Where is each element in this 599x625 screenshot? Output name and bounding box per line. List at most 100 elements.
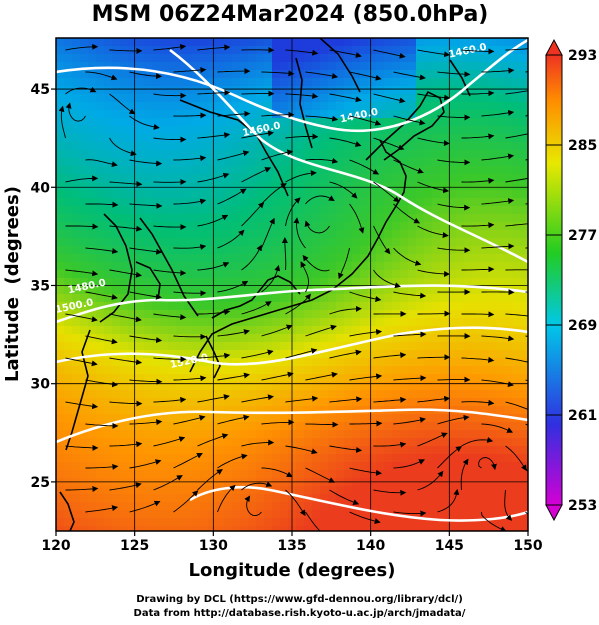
field-cell [512,126,521,135]
field-cell [200,166,209,175]
field-cell [120,198,129,207]
field-cell [56,430,65,439]
field-cell [160,358,169,367]
field-cell [152,166,161,175]
field-cell [472,294,481,303]
field-cell [144,342,153,351]
field-cell [144,398,153,407]
field-cell [336,422,345,431]
field-cell [400,238,409,247]
field-cell [400,174,409,183]
field-cell [304,406,313,415]
streamline [285,49,319,56]
field-cell [296,78,305,87]
field-cell [264,230,273,239]
y-tick-label: 45 [31,82,50,98]
field-cell [336,526,345,531]
field-cell [280,166,289,175]
field-cell [216,382,225,391]
field-cell [448,510,457,519]
field-cell [416,334,425,343]
field-cell [312,326,321,335]
field-cell [240,158,249,167]
field-cell [160,526,169,531]
field-cell [216,190,225,199]
field-cell [240,334,249,343]
field-cell [520,62,528,71]
field-cell [160,510,169,519]
field-cell [352,494,361,503]
field-cell [192,398,201,407]
streamline [241,394,274,403]
field-cell [128,422,137,431]
field-cell [432,390,441,399]
field-cell [408,326,417,335]
field-cell [200,126,209,135]
field-cell [392,414,401,423]
field-cell [432,398,441,407]
streamline [329,181,358,199]
field-cell [408,310,417,319]
field-cell [216,230,225,239]
field-cell [112,78,121,87]
field-cell [56,150,65,159]
field-cell [320,462,329,471]
field-cell [408,126,417,135]
field-cell [216,438,225,447]
field-cell [88,134,97,143]
streamline [217,453,248,469]
field-cell [512,158,521,167]
streamline [129,378,163,385]
field-cell [120,38,129,47]
field-cell [248,238,257,247]
field-cell [312,390,321,399]
field-cell [368,270,377,279]
field-cell [216,38,225,47]
field-cell [488,278,497,287]
field-cell [328,94,337,103]
field-cell [208,374,217,383]
field-cell [384,334,393,343]
field-cell [520,214,528,223]
field-cell [224,38,233,47]
field-cell [440,310,449,319]
field-cell [448,46,457,55]
field-cell [496,470,505,479]
field-cell [392,150,401,159]
field-cell [336,254,345,263]
field-cell [440,366,449,375]
field-cell [360,318,369,327]
field-cell [384,182,393,191]
field-cell [160,62,169,71]
field-cell [264,382,273,391]
field-cell [360,342,369,351]
field-cell [96,78,105,87]
streamline [129,291,162,300]
field-cell [520,502,528,511]
field-cell [280,502,289,511]
field-cell [328,182,337,191]
field-cell [504,494,513,503]
field-cell [360,54,369,63]
field-cell [408,518,417,527]
field-cell [64,134,73,143]
field-cell [480,86,489,95]
field-cell [456,94,465,103]
streamline [349,71,382,81]
field-cell [200,470,209,479]
field-cell [408,262,417,271]
field-cell [184,526,193,531]
field-cell [384,382,393,391]
field-cell [360,366,369,375]
field-cell [384,70,393,79]
field-cell [120,246,129,255]
field-cell [112,366,121,375]
field-cell [96,190,105,199]
field-cell [240,382,249,391]
field-cell [192,422,201,431]
field-cell [120,502,129,511]
field-cell [264,70,273,79]
field-cell [440,38,449,47]
field-cell [488,326,497,335]
field-cell [360,70,369,79]
